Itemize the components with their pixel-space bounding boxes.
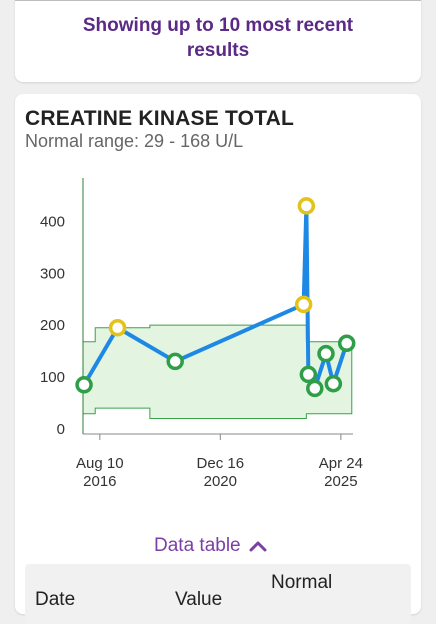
data-table-toggle[interactable]: Data table <box>154 535 267 557</box>
x-tick-label: Aug 10 <box>76 455 124 472</box>
chart-title: CREATINE KINASE TOTAL <box>25 107 295 130</box>
data-point <box>324 374 343 393</box>
data-point <box>317 344 335 363</box>
y-tick-label: 0 <box>57 421 65 438</box>
abnormal-data-point <box>297 197 316 215</box>
data-point <box>299 365 318 384</box>
data-point <box>75 376 93 394</box>
y-tick-label: 200 <box>40 317 65 334</box>
y-tick-label: 100 <box>40 369 65 386</box>
abnormal-data-point <box>108 318 127 337</box>
results-limit-notice: Showing up to 10 most recent results <box>82 15 354 61</box>
x-tick-label: 2020 <box>204 473 237 490</box>
series-line <box>82 203 349 391</box>
data-point <box>166 352 184 371</box>
x-tick-label: 2025 <box>324 473 357 490</box>
column-header-value: Value <box>175 589 223 610</box>
y-tick-label: 300 <box>40 265 65 282</box>
results-banner-card: Showing up to 10 most recent results <box>15 0 421 82</box>
lab-result-chart-card: 0 100 200 300 400 Aug 10 2016 Dec 16 2020 Apr 24 2… <box>15 94 421 624</box>
normal-range-subtitle: Normal range: 29 - 168 U/L <box>25 131 244 151</box>
column-header-normal: Normal <box>271 572 333 593</box>
x-tick-label: 2016 <box>83 473 116 490</box>
divider <box>15 0 421 1</box>
data-point <box>306 379 324 398</box>
x-tick-label: Dec 16 <box>197 455 245 472</box>
column-header-date: Date <box>35 589 76 610</box>
data-point <box>337 334 356 353</box>
data-table-label: Data table <box>154 535 241 556</box>
y-tick-label: 400 <box>40 213 65 230</box>
x-tick-label: Apr 24 <box>319 455 363 472</box>
abnormal-data-point <box>294 295 313 314</box>
chevron-up-icon <box>249 540 267 552</box>
data-table-header: Date Value Normal <box>25 564 411 624</box>
